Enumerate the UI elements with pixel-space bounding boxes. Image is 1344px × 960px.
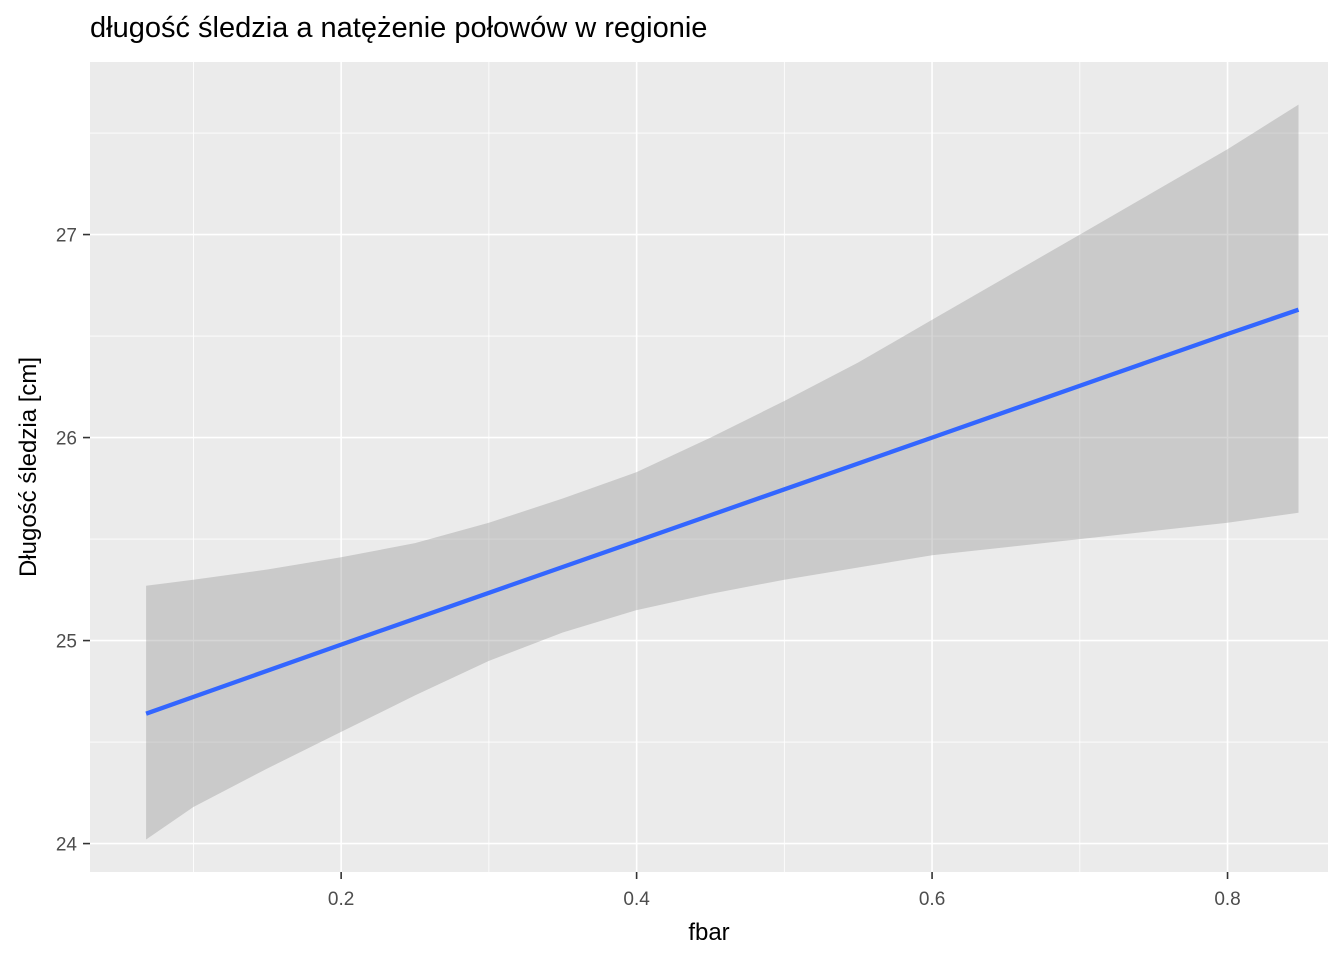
x-tick-label: 0.8 — [1214, 889, 1240, 910]
x-tick-label: 0.4 — [623, 889, 650, 910]
y-axis-title: Długość śledzia [cm] — [15, 357, 42, 577]
x-tick-label: 0.2 — [328, 889, 354, 910]
plot-panel — [90, 62, 1328, 872]
chart-title: długość śledzia a natężenie połowów w re… — [90, 12, 708, 44]
confidence-band — [146, 104, 1299, 840]
x-axis-title: fbar — [688, 919, 729, 946]
grid-minor — [90, 62, 1328, 872]
x-tick-label: 0.6 — [919, 889, 945, 910]
grid-major — [90, 62, 1328, 872]
y-tick-label: 24 — [56, 835, 78, 856]
y-tick-label: 27 — [56, 226, 77, 247]
y-tick-label: 25 — [56, 632, 77, 653]
y-tick-label: 26 — [56, 429, 77, 450]
y-axis: 24 25 26 27 — [56, 226, 90, 856]
fit-line — [145, 307, 1300, 716]
x-axis: 0.2 0.4 0.6 0.8 — [328, 872, 1241, 910]
